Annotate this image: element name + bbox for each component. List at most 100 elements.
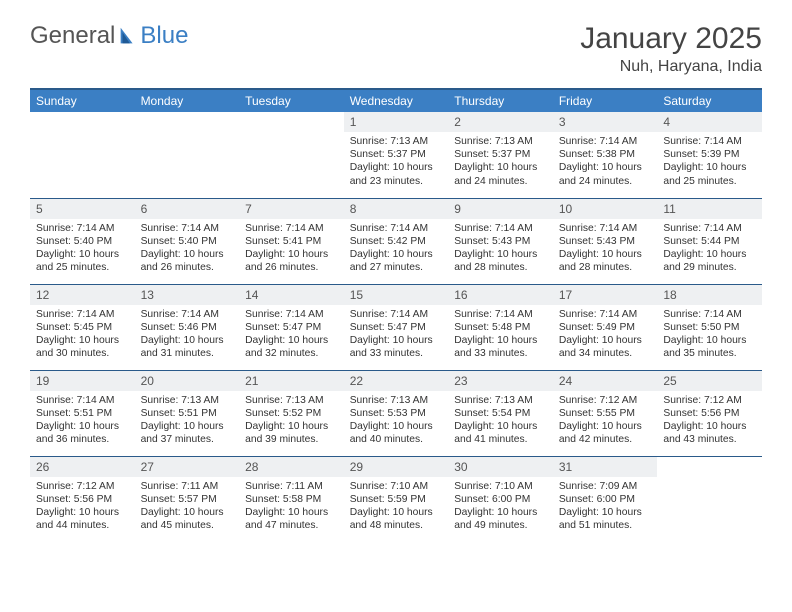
sunrise-line: Sunrise: 7:14 AM xyxy=(663,308,756,321)
day-number: 12 xyxy=(30,285,135,305)
calendar-day-cell: 7Sunrise: 7:14 AMSunset: 5:41 PMDaylight… xyxy=(239,198,344,284)
sunset-line: Sunset: 5:38 PM xyxy=(559,148,652,161)
daylight-line: Daylight: 10 hours and 36 minutes. xyxy=(36,420,129,446)
calendar-day-cell: 23Sunrise: 7:13 AMSunset: 5:54 PMDayligh… xyxy=(448,370,553,456)
day-number: 17 xyxy=(553,285,658,305)
day-details: Sunrise: 7:11 AMSunset: 5:57 PMDaylight:… xyxy=(135,477,240,537)
sunrise-line: Sunrise: 7:14 AM xyxy=(141,222,234,235)
day-number: 22 xyxy=(344,371,449,391)
day-number: 13 xyxy=(135,285,240,305)
day-details: Sunrise: 7:09 AMSunset: 6:00 PMDaylight:… xyxy=(553,477,658,537)
logo-text-general: General xyxy=(30,22,115,50)
sunset-line: Sunset: 5:37 PM xyxy=(454,148,547,161)
sunset-line: Sunset: 5:55 PM xyxy=(559,407,652,420)
calendar-table: SundayMondayTuesdayWednesdayThursdayFrid… xyxy=(30,88,762,542)
sunrise-line: Sunrise: 7:14 AM xyxy=(454,308,547,321)
day-details: Sunrise: 7:14 AMSunset: 5:43 PMDaylight:… xyxy=(553,219,658,279)
calendar-day-cell: 28Sunrise: 7:11 AMSunset: 5:58 PMDayligh… xyxy=(239,456,344,542)
day-details: Sunrise: 7:12 AMSunset: 5:55 PMDaylight:… xyxy=(553,391,658,451)
day-number: 2 xyxy=(448,112,553,132)
daylight-line: Daylight: 10 hours and 33 minutes. xyxy=(350,334,443,360)
location: Nuh, Haryana, India xyxy=(580,58,762,76)
calendar-day-cell: 15Sunrise: 7:14 AMSunset: 5:47 PMDayligh… xyxy=(344,284,449,370)
calendar-day-cell: 16Sunrise: 7:14 AMSunset: 5:48 PMDayligh… xyxy=(448,284,553,370)
day-number: 31 xyxy=(553,457,658,477)
daylight-line: Daylight: 10 hours and 47 minutes. xyxy=(245,506,338,532)
sunset-line: Sunset: 5:56 PM xyxy=(36,493,129,506)
daylight-line: Daylight: 10 hours and 25 minutes. xyxy=(663,161,756,187)
sunset-line: Sunset: 5:50 PM xyxy=(663,321,756,334)
sunrise-line: Sunrise: 7:13 AM xyxy=(350,135,443,148)
weekday-header: Sunday xyxy=(30,89,135,112)
daylight-line: Daylight: 10 hours and 42 minutes. xyxy=(559,420,652,446)
daylight-line: Daylight: 10 hours and 51 minutes. xyxy=(559,506,652,532)
sunset-line: Sunset: 5:59 PM xyxy=(350,493,443,506)
sunrise-line: Sunrise: 7:14 AM xyxy=(350,308,443,321)
sunset-line: Sunset: 5:47 PM xyxy=(350,321,443,334)
day-number: 14 xyxy=(239,285,344,305)
weekday-header: Tuesday xyxy=(239,89,344,112)
day-number: 8 xyxy=(344,199,449,219)
day-number: 21 xyxy=(239,371,344,391)
day-details: Sunrise: 7:14 AMSunset: 5:40 PMDaylight:… xyxy=(30,219,135,279)
day-details: Sunrise: 7:14 AMSunset: 5:41 PMDaylight:… xyxy=(239,219,344,279)
sunrise-line: Sunrise: 7:14 AM xyxy=(663,135,756,148)
daylight-line: Daylight: 10 hours and 23 minutes. xyxy=(350,161,443,187)
sunrise-line: Sunrise: 7:12 AM xyxy=(663,394,756,407)
day-number: 18 xyxy=(657,285,762,305)
calendar-day-cell: 9Sunrise: 7:14 AMSunset: 5:43 PMDaylight… xyxy=(448,198,553,284)
day-details: Sunrise: 7:12 AMSunset: 5:56 PMDaylight:… xyxy=(657,391,762,451)
sunset-line: Sunset: 5:51 PM xyxy=(141,407,234,420)
sunrise-line: Sunrise: 7:12 AM xyxy=(36,480,129,493)
day-number: 20 xyxy=(135,371,240,391)
day-details: Sunrise: 7:14 AMSunset: 5:49 PMDaylight:… xyxy=(553,305,658,365)
sunrise-line: Sunrise: 7:14 AM xyxy=(36,222,129,235)
day-details: Sunrise: 7:10 AMSunset: 6:00 PMDaylight:… xyxy=(448,477,553,537)
calendar-week-row: 1 Sunrise: 7:13 AM Sunset: 5:37 PM Daylight… xyxy=(30,112,762,198)
calendar-day-cell: 30Sunrise: 7:10 AMSunset: 6:00 PMDayligh… xyxy=(448,456,553,542)
sunrise-line: Sunrise: 7:14 AM xyxy=(559,222,652,235)
day-details: Sunrise: 7:14 AMSunset: 5:39 PMDaylight:… xyxy=(657,132,762,192)
daylight-line: Daylight: 10 hours and 43 minutes. xyxy=(663,420,756,446)
sunset-line: Sunset: 5:57 PM xyxy=(141,493,234,506)
day-details: Sunrise: 7:13 AMSunset: 5:54 PMDaylight:… xyxy=(448,391,553,451)
sunrise-line: Sunrise: 7:14 AM xyxy=(141,308,234,321)
daylight-line: Daylight: 10 hours and 28 minutes. xyxy=(559,248,652,274)
title-block: January 2025 Nuh, Haryana, India xyxy=(580,22,762,76)
weekday-header: Wednesday xyxy=(344,89,449,112)
day-number: 29 xyxy=(344,457,449,477)
logo-text-blue: Blue xyxy=(140,22,188,50)
sunrise-line: Sunrise: 7:14 AM xyxy=(36,394,129,407)
day-details: Sunrise: 7:14 AMSunset: 5:42 PMDaylight:… xyxy=(344,219,449,279)
sunset-line: Sunset: 6:00 PM xyxy=(454,493,547,506)
daylight-line: Daylight: 10 hours and 45 minutes. xyxy=(141,506,234,532)
sunset-line: Sunset: 5:39 PM xyxy=(663,148,756,161)
sunrise-line: Sunrise: 7:10 AM xyxy=(454,480,547,493)
daylight-line: Daylight: 10 hours and 26 minutes. xyxy=(141,248,234,274)
daylight-line: Daylight: 10 hours and 34 minutes. xyxy=(559,334,652,360)
day-details: Sunrise: 7:14 AMSunset: 5:44 PMDaylight:… xyxy=(657,219,762,279)
sunset-line: Sunset: 5:43 PM xyxy=(454,235,547,248)
day-number: 27 xyxy=(135,457,240,477)
day-details: Sunrise: 7:14 AMSunset: 5:47 PMDaylight:… xyxy=(344,305,449,365)
day-number: 3 xyxy=(553,112,658,132)
weekday-header: Friday xyxy=(553,89,658,112)
sunrise-line: Sunrise: 7:12 AM xyxy=(559,394,652,407)
sunset-line: Sunset: 5:42 PM xyxy=(350,235,443,248)
sunset-line: Sunset: 5:52 PM xyxy=(245,407,338,420)
day-number: 1 xyxy=(344,112,449,132)
day-number: 10 xyxy=(553,199,658,219)
calendar-day-cell: 24Sunrise: 7:12 AMSunset: 5:55 PMDayligh… xyxy=(553,370,658,456)
calendar-day-cell: 13Sunrise: 7:14 AMSunset: 5:46 PMDayligh… xyxy=(135,284,240,370)
sunset-line: Sunset: 5:46 PM xyxy=(141,321,234,334)
day-details: Sunrise: 7:14 AMSunset: 5:43 PMDaylight:… xyxy=(448,219,553,279)
day-number: 6 xyxy=(135,199,240,219)
sunset-line: Sunset: 5:53 PM xyxy=(350,407,443,420)
day-number: 28 xyxy=(239,457,344,477)
day-number: 30 xyxy=(448,457,553,477)
day-details: Sunrise: 7:12 AMSunset: 5:56 PMDaylight:… xyxy=(30,477,135,537)
calendar-day-cell: 11Sunrise: 7:14 AMSunset: 5:44 PMDayligh… xyxy=(657,198,762,284)
calendar-day-cell xyxy=(135,112,240,198)
sunset-line: Sunset: 5:48 PM xyxy=(454,321,547,334)
sunrise-line: Sunrise: 7:14 AM xyxy=(454,222,547,235)
